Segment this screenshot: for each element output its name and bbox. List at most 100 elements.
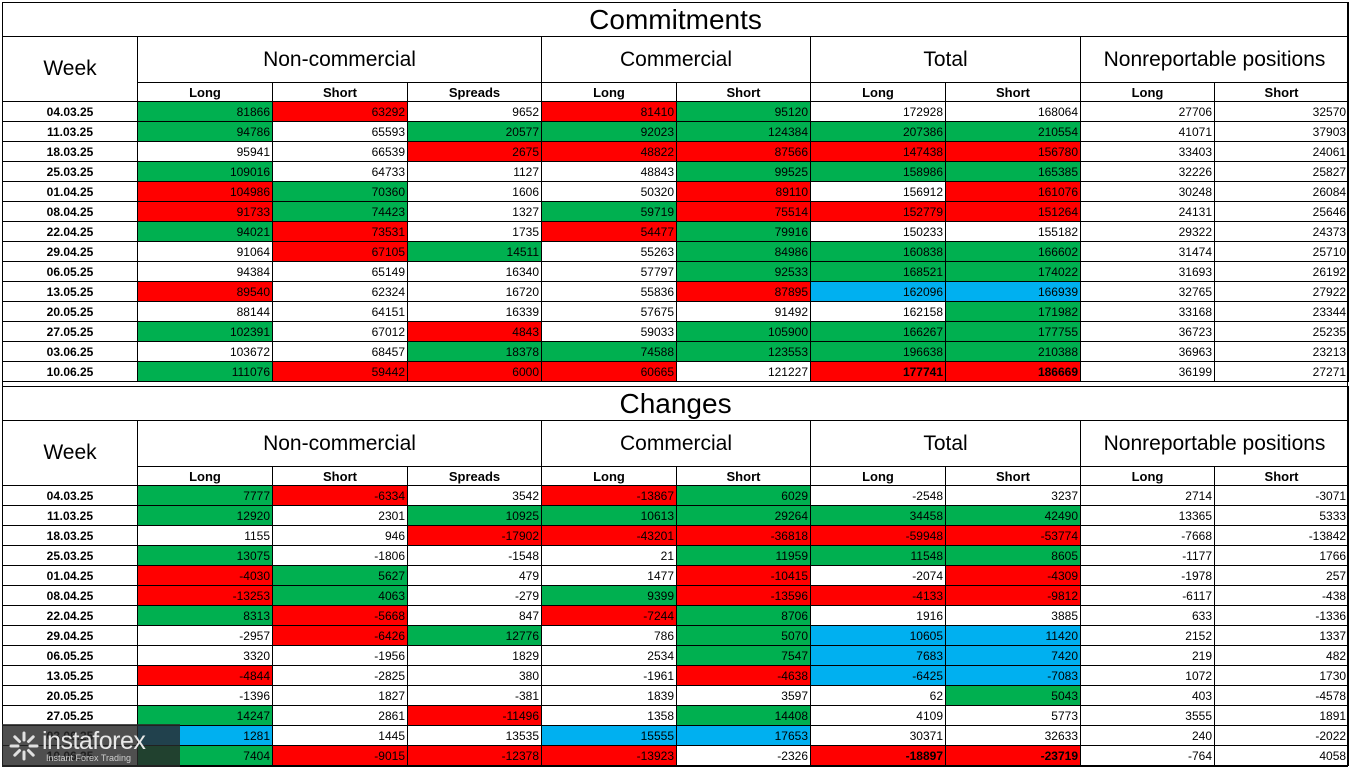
table-row: 13.05.25 89540 62324 16720 55836 87895 162096 1… [2,281,1350,302]
week-cell: 10.06.25 [2,361,138,382]
column-header: Long [1080,466,1215,486]
value-cell: 79916 [676,221,811,242]
group-header-commercial: Commercial [541,36,811,83]
column-header: Short [272,466,408,486]
value-cell: 121227 [676,361,811,382]
value-cell: 27922 [1213,281,1350,302]
table-row: 10.06.25 111076 59442 6000 60665 121227 177741… [2,361,1350,382]
commitments-title: Commitments [1,2,1350,37]
value-cell: 25710 [1213,241,1350,262]
value-cell: 1127 [407,161,542,182]
value-cell: 786 [541,625,677,646]
week-header: Week [2,420,138,486]
value-cell: 16339 [407,301,542,322]
value-cell: 24131 [1080,201,1215,222]
value-cell: -7668 [1080,525,1215,546]
value-cell: 13365 [1080,505,1215,526]
value-cell: 6029 [676,485,811,506]
value-cell: 65149 [272,261,408,282]
value-cell: 150233 [810,221,946,242]
column-header: Short [676,466,811,486]
value-cell: -13923 [541,745,677,766]
table-row: 03.06.25 103672 68457 18378 74588 123553 19663… [2,341,1350,362]
week-cell: 25.03.25 [2,545,138,566]
value-cell: 87895 [676,281,811,302]
week-cell: 06.05.25 [2,261,138,282]
value-cell: 1337 [1213,625,1350,646]
value-cell: 67105 [272,241,408,262]
value-cell: -17902 [407,525,542,546]
value-cell: -13253 [137,585,273,606]
table-row: 25.03.25 13075 -1806 -1548 21 11959 11548 8605-… [2,545,1350,566]
week-cell: 04.03.25 [2,101,138,122]
value-cell: 32765 [1080,281,1215,302]
value-cell: 207386 [810,121,946,142]
value-cell: -6117 [1080,585,1215,606]
value-cell: 152779 [810,201,946,222]
value-cell: -1548 [407,545,542,566]
value-cell: -2074 [810,565,946,586]
week-cell: 06.05.25 [2,645,138,666]
value-cell: 166267 [810,321,946,342]
value-cell: -1806 [272,545,408,566]
group-header-nonreportable: Nonreportable positions [1079,36,1350,83]
value-cell: 1072 [1080,665,1215,686]
value-cell: 156912 [810,181,946,202]
week-cell: 18.03.25 [2,141,138,162]
value-cell: -1336 [1213,605,1350,626]
value-cell: 4843 [407,321,542,342]
value-cell: 36723 [1080,321,1215,342]
instaforex-watermark: instaforex Instant Forex Trading [2,724,180,767]
commitments-table: Commitments Week Non-commercial Commerci… [1,2,1350,382]
value-cell: -4844 [137,665,273,686]
value-cell: -36818 [676,525,811,546]
value-cell: 155182 [945,221,1081,242]
value-cell: 151264 [945,201,1081,222]
value-cell: 25827 [1213,161,1350,182]
value-cell: 18378 [407,341,542,362]
value-cell: 4058 [1213,745,1350,766]
column-header: Spreads [407,466,542,486]
group-header-commercial: Commercial [541,420,811,467]
value-cell: 166602 [945,241,1081,262]
table-row: 01.04.25 104986 70360 1606 50320 89110 156912 1… [2,181,1350,202]
value-cell: 74423 [272,201,408,222]
instaforex-logo-icon [9,731,39,761]
value-cell: -2548 [810,485,946,506]
table-row: 22.04.25 94021 73531 1735 54477 79916 150233 15… [2,221,1350,242]
value-cell: -13596 [676,585,811,606]
value-cell: 403 [1080,685,1215,706]
column-header: Short [676,82,811,102]
value-cell: 25235 [1213,321,1350,342]
table-row: 20.05.25 -1396 1827 -381 1839 3597 62 5043 403 -4… [2,685,1350,706]
value-cell: 219 [1080,645,1215,666]
value-cell: 103672 [137,341,273,362]
value-cell: -279 [407,585,542,606]
week-cell: 25.03.25 [2,161,138,182]
value-cell: 847 [407,605,542,626]
changes-table: Changes Week Non-commercial Commercial T… [1,386,1350,766]
value-cell: 37903 [1213,121,1350,142]
value-cell: -4133 [810,585,946,606]
value-cell: 166939 [945,281,1081,302]
value-cell: 60665 [541,361,677,382]
watermark-brand: instaforex [42,727,146,755]
value-cell: 12920 [137,505,273,526]
value-cell: 62324 [272,281,408,302]
value-cell: 168521 [810,261,946,282]
value-cell: 14511 [407,241,542,262]
value-cell: 3542 [407,485,542,506]
value-cell: 1730 [1213,665,1350,686]
value-cell: 50320 [541,181,677,202]
table-row: 27.05.25 14247 2861 -11496 1358 14408 4109 5773… [2,705,1350,726]
value-cell: -2825 [272,665,408,686]
value-cell: 160838 [810,241,946,262]
value-cell: -18897 [810,745,946,766]
value-cell: 7683 [810,645,946,666]
value-cell: 29322 [1080,221,1215,242]
value-cell: 94021 [137,221,273,242]
value-cell: 240 [1080,725,1215,746]
value-cell: 123553 [676,341,811,362]
value-cell: 81410 [541,101,677,122]
table-row: 18.03.25 95941 66539 2675 48822 87566 147438 15… [2,141,1350,162]
